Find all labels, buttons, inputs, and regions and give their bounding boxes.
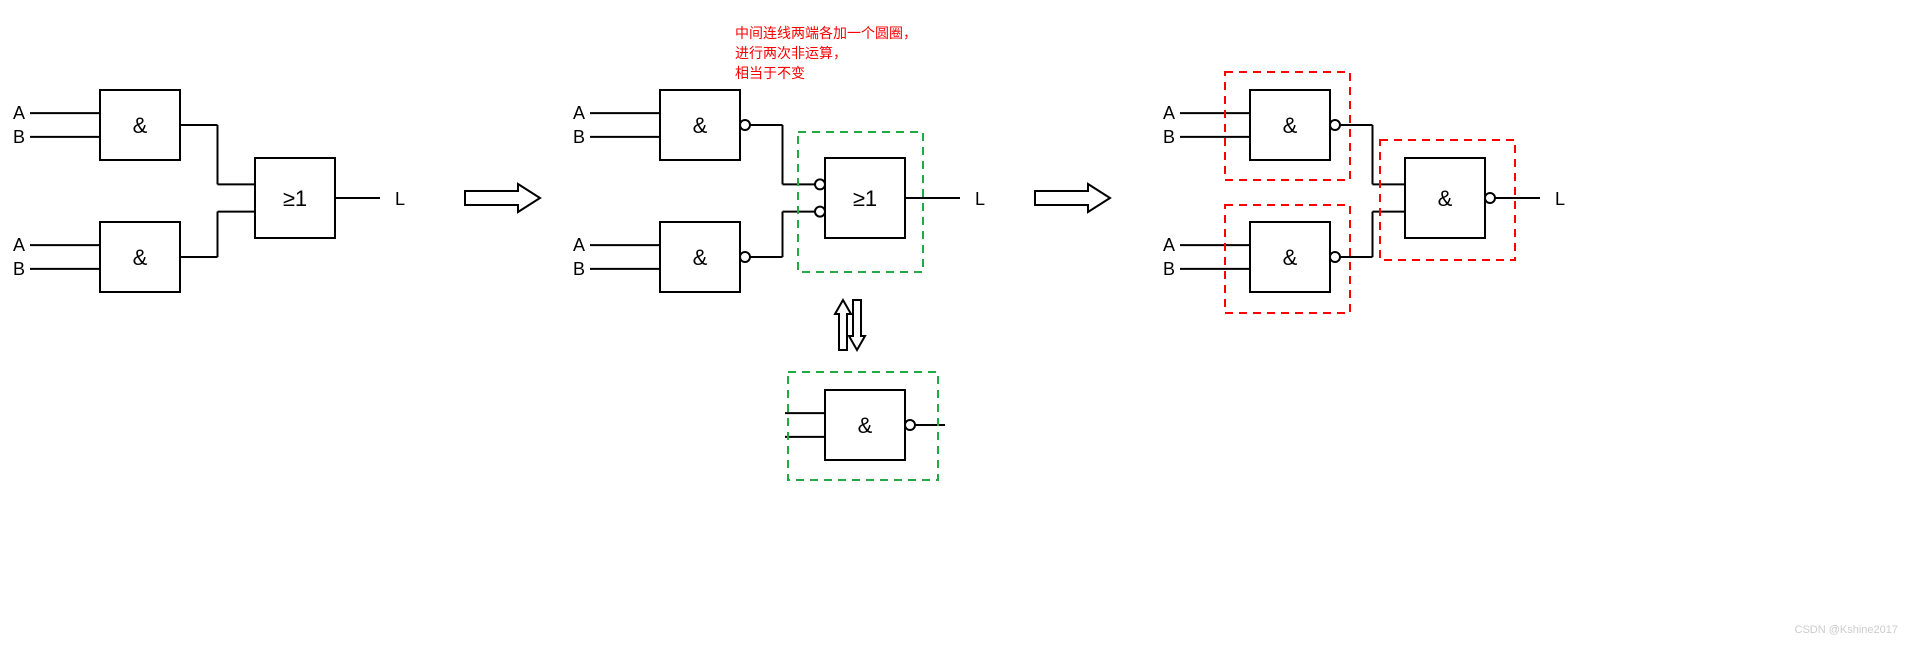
gate-label: & xyxy=(133,113,148,138)
input-label-a: A xyxy=(13,103,25,123)
output-label: L xyxy=(395,189,405,209)
input-label-b: B xyxy=(13,127,25,147)
not-bubble-in xyxy=(815,207,825,217)
annotation-line: 中间连线两端各加一个圆圈， xyxy=(735,25,917,41)
input-label-a: A xyxy=(573,103,585,123)
gate-label: & xyxy=(133,245,148,270)
not-bubble-out xyxy=(740,252,750,262)
not-bubble-out xyxy=(1330,252,1340,262)
not-bubble-out xyxy=(905,420,915,430)
input-label-b: B xyxy=(1163,259,1175,279)
annotation-line: 进行两次非运算， xyxy=(735,45,847,61)
not-bubble-out xyxy=(1330,120,1340,130)
input-label-b: B xyxy=(573,127,585,147)
not-bubble-out xyxy=(1485,193,1495,203)
gate-label: & xyxy=(1283,245,1298,270)
not-bubble-out xyxy=(740,120,750,130)
annotation-line: 相当于不变 xyxy=(735,65,805,81)
output-label: L xyxy=(1555,189,1565,209)
watermark: CSDN @Kshine2017 xyxy=(1795,624,1899,636)
gate-label: & xyxy=(693,245,708,270)
input-label-b: B xyxy=(573,259,585,279)
arrow-up xyxy=(835,300,851,350)
gate-label: & xyxy=(693,113,708,138)
gate-label: & xyxy=(1283,113,1298,138)
input-label-b: B xyxy=(1163,127,1175,147)
gate-label: ≥1 xyxy=(283,186,307,211)
not-bubble-in xyxy=(815,179,825,189)
input-label-a: A xyxy=(1163,103,1175,123)
input-label-a: A xyxy=(13,235,25,255)
arrow-down xyxy=(849,300,865,350)
input-label-b: B xyxy=(13,259,25,279)
gate-label: & xyxy=(858,413,873,438)
gate-label: & xyxy=(1438,186,1453,211)
input-label-a: A xyxy=(573,235,585,255)
arrow-right xyxy=(465,184,540,212)
input-label-a: A xyxy=(1163,235,1175,255)
gate-label: ≥1 xyxy=(853,186,877,211)
arrow-right xyxy=(1035,184,1110,212)
output-label: L xyxy=(975,189,985,209)
